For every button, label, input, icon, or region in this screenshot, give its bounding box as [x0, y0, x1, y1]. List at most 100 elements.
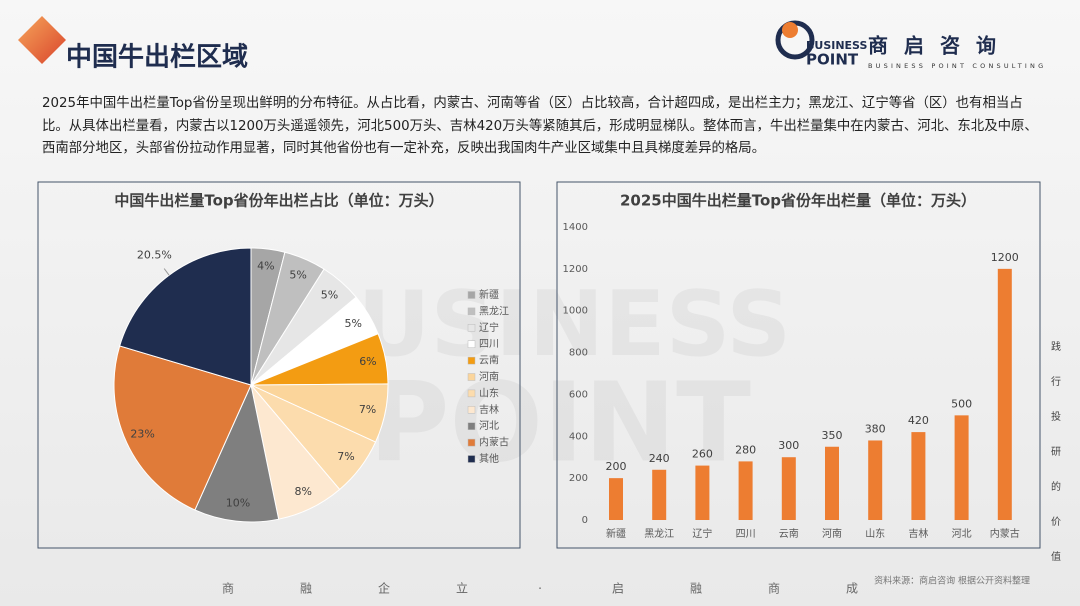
- legend-label: 其他: [479, 452, 499, 465]
- legend-label: 内蒙古: [479, 436, 509, 449]
- leader-line: [163, 268, 170, 276]
- bar: [997, 268, 1012, 520]
- x-tick-label: 云南: [779, 527, 799, 540]
- motto-char: 成: [846, 582, 858, 596]
- x-tick-label: 黑龙江: [644, 527, 674, 540]
- slogan-char: 践: [1051, 340, 1061, 353]
- x-tick-label: 河南: [822, 527, 842, 540]
- logo-ring: [775, 20, 815, 60]
- y-tick-label: 1400: [563, 222, 588, 233]
- data-label: 420: [908, 414, 929, 427]
- data-label: 500: [951, 397, 972, 410]
- y-tick-label: 400: [569, 431, 588, 442]
- data-label: 300: [778, 439, 799, 452]
- chart-frame: [37, 181, 521, 549]
- legend-label: 河北: [479, 420, 499, 432]
- chart-frame: [556, 181, 1041, 549]
- y-tick-label: 1000: [563, 306, 588, 317]
- source-note: 资料来源：商启咨询 根据公开资料整理: [874, 575, 1030, 587]
- x-tick-label: 吉林: [908, 527, 928, 540]
- page-title: 中国牛出栏区域: [66, 43, 248, 73]
- data-label: 8%: [294, 485, 311, 498]
- bar: [695, 465, 710, 520]
- legend-label: 云南: [479, 354, 499, 367]
- pie-slice: [194, 383, 280, 523]
- chart-title: 中国牛出栏量Top省份年出栏占比（单位：万头）: [114, 192, 443, 210]
- motto-char: 商: [768, 581, 780, 596]
- data-label: 7%: [359, 403, 376, 416]
- x-tick-label: 辽宁: [692, 527, 712, 540]
- data-label: 10%: [226, 496, 250, 509]
- data-label: 20.5%: [137, 248, 172, 261]
- data-label: 1200: [991, 251, 1019, 264]
- pie-slice: [113, 345, 252, 511]
- x-tick-label: 内蒙古: [990, 527, 1020, 540]
- bar: [868, 440, 883, 520]
- motto-char: 商: [222, 581, 234, 596]
- slogan-char: 研: [1051, 446, 1061, 458]
- logo-tagline: BUSINESS POINT CONSULTING: [868, 62, 1046, 70]
- legend-label: 四川: [479, 339, 499, 350]
- legend-swatch: [467, 356, 476, 365]
- y-tick-label: 600: [569, 389, 588, 400]
- data-label: 240: [649, 452, 670, 465]
- bar: [781, 457, 796, 520]
- data-label: 6%: [359, 355, 376, 368]
- data-label: 280: [735, 443, 756, 456]
- x-tick-label: 山东: [865, 527, 885, 540]
- legend-label: 新疆: [479, 288, 499, 301]
- summary: 2025年中国牛出栏量Top省份呈现出鲜明的分布特征。从占比看，内蒙古、河南等省…: [42, 96, 1038, 156]
- legend-swatch: [467, 340, 476, 348]
- logo-brand: 商启咨询: [868, 34, 1012, 58]
- bar: [911, 432, 926, 520]
- legend-swatch: [467, 422, 476, 430]
- bar: [954, 415, 969, 520]
- legend-swatch: [467, 389, 476, 398]
- motto-char: 融: [690, 582, 702, 596]
- data-label: 7%: [337, 450, 354, 463]
- legend-swatch: [467, 324, 476, 332]
- legend-label: 辽宁: [479, 321, 499, 334]
- legend-label: 河南: [479, 370, 499, 383]
- x-tick-label: 河北: [952, 528, 972, 540]
- chart-title: 2025中国牛出栏量Top省份年出栏量（单位：万头）: [620, 192, 976, 210]
- motto-char: 启: [612, 582, 624, 596]
- bar: [738, 461, 753, 520]
- data-label: 5%: [345, 317, 362, 330]
- slogan-char: 的: [1051, 480, 1061, 493]
- bar: [825, 446, 839, 520]
- motto-char: 融: [300, 582, 312, 596]
- slogan-char: 行: [1051, 375, 1061, 388]
- data-label: 5%: [289, 269, 306, 282]
- motto-char: ·: [538, 582, 542, 596]
- data-label: 23%: [130, 428, 154, 441]
- legend-swatch: [467, 373, 476, 381]
- pie-slice: [119, 247, 252, 386]
- watermark: POINT: [369, 358, 751, 486]
- y-tick-label: 0: [582, 515, 588, 526]
- title-icon: [18, 16, 66, 64]
- legend-swatch: [467, 455, 476, 463]
- legend-swatch: [467, 307, 476, 316]
- x-tick-label: 新疆: [606, 527, 626, 540]
- y-tick-label: 1200: [563, 264, 588, 275]
- data-label: 260: [692, 448, 713, 461]
- legend-label: 吉林: [479, 403, 499, 416]
- legend-label: 山东: [479, 386, 499, 399]
- data-label: 200: [606, 460, 627, 473]
- motto-char: 企: [378, 581, 390, 596]
- logo-word: BUSINESS: [806, 39, 867, 52]
- legend-label: 黑龙江: [479, 304, 509, 317]
- data-label: 380: [865, 422, 886, 435]
- slogan-char: 投: [1051, 410, 1061, 423]
- slogan-char: 价: [1051, 516, 1061, 528]
- legend-swatch: [467, 438, 476, 447]
- slogan-char: 值: [1051, 550, 1061, 563]
- bar: [652, 469, 667, 520]
- bar: [609, 478, 623, 520]
- data-label: 4%: [257, 260, 274, 273]
- data-label: 5%: [321, 288, 338, 301]
- y-tick-label: 800: [569, 348, 588, 359]
- x-tick-label: 四川: [736, 529, 756, 540]
